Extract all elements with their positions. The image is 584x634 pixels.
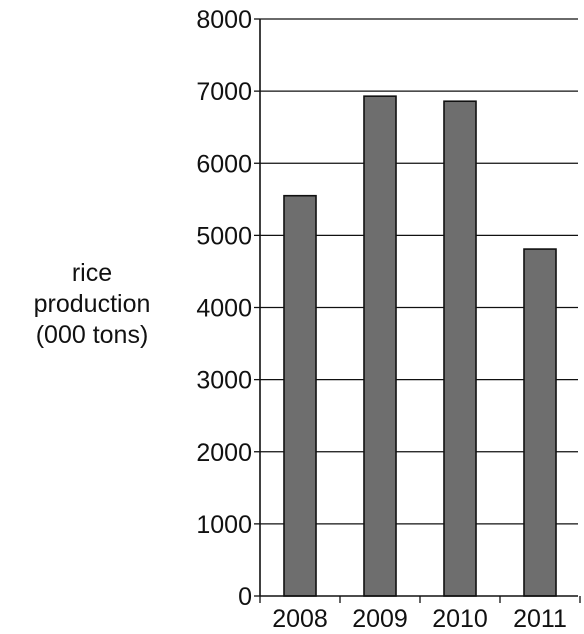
y-axis-label-line: rice xyxy=(71,259,113,287)
y-axis-label-line: (000 tons) xyxy=(35,321,149,349)
bar xyxy=(363,95,397,597)
y-tick-label: 2000 xyxy=(196,439,252,467)
bar xyxy=(283,194,317,597)
x-tick-label: 2008 xyxy=(272,605,328,633)
y-tick-label: 5000 xyxy=(196,222,252,250)
x-tick-label: 2010 xyxy=(432,605,488,633)
x-tick-label: 2011 xyxy=(513,605,567,633)
axes xyxy=(254,18,581,603)
y-axis-label: rice production (000 tons) xyxy=(0,258,184,351)
y-tick-label: 4000 xyxy=(196,295,252,323)
y-tick-label: 1000 xyxy=(196,511,252,539)
bars xyxy=(283,95,557,597)
y-axis-label-line: production xyxy=(33,290,151,318)
y-tick-label: 8000 xyxy=(196,6,252,34)
y-tick-label: 6000 xyxy=(196,150,252,178)
y-tick-label: 0 xyxy=(238,583,252,611)
y-tick-label: 7000 xyxy=(196,78,252,106)
x-tick-label: 2009 xyxy=(352,605,408,633)
bar xyxy=(443,100,477,597)
tick-labels: 0 1000 2000 3000 4000 5000 6000 7000 8000 2008 200… xyxy=(196,6,567,633)
y-tick-label: 3000 xyxy=(196,367,252,395)
bar xyxy=(523,248,557,597)
